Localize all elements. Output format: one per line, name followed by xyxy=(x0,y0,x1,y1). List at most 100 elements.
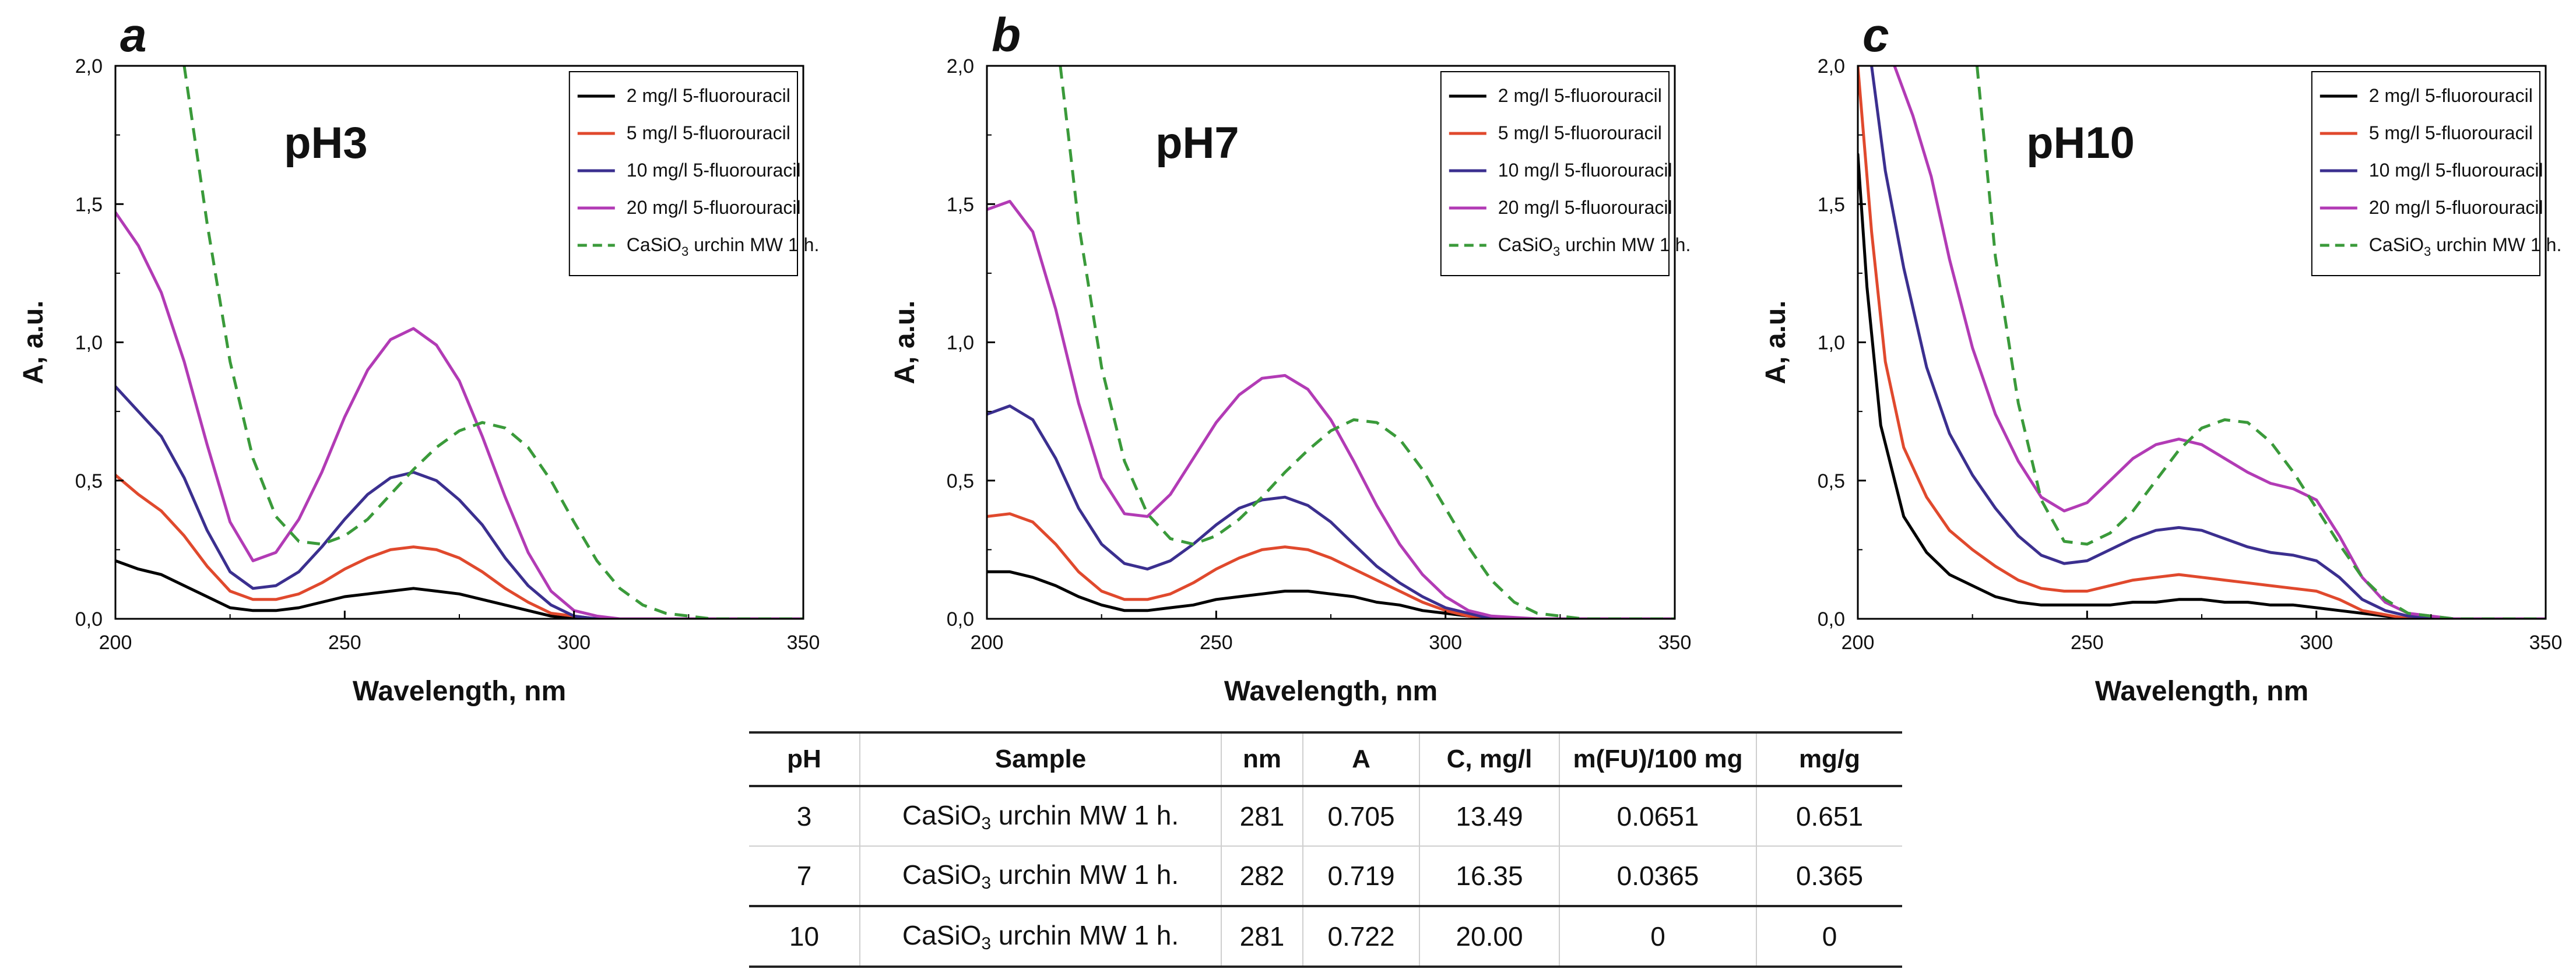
y-axis-title: A, a.u. xyxy=(18,300,49,384)
cell-sample: CaSiO3 urchin MW 1 h. xyxy=(859,906,1221,968)
series-line-1 xyxy=(1858,153,2546,619)
sample-subscript: 3 xyxy=(981,813,992,833)
series-line-2 xyxy=(1858,66,2546,619)
legend-label: CaSiO3 urchin MW 1 h. xyxy=(2369,234,2562,259)
results-table-wrapper: pH Sample nm A C, mg/l m(FU)/100 mg mg/g… xyxy=(749,731,1902,968)
x-tick-label: 200 xyxy=(971,632,1004,654)
cell-nm: 281 xyxy=(1221,786,1303,847)
y-tick-label: 1,5 xyxy=(947,193,974,216)
legend-label: 10 mg/l 5-fluorouracil xyxy=(1498,160,1672,181)
cell-mgg: 0.365 xyxy=(1756,846,1902,907)
y-tick-label: 2,0 xyxy=(1818,55,1845,77)
panel-letter: c xyxy=(1862,9,1889,62)
series-line-2 xyxy=(115,473,803,619)
header-mgg: mg/g xyxy=(1756,731,1902,787)
legend-label: 20 mg/l 5-fluorouracil xyxy=(2369,197,2543,218)
ph-label: pH10 xyxy=(2026,118,2135,168)
series-line-3 xyxy=(987,404,1675,619)
cell-nm: 282 xyxy=(1221,846,1303,907)
sample-text-rest: urchin MW 1 h. xyxy=(991,859,1179,890)
series-line-2 xyxy=(987,512,1675,619)
y-tick-label: 2,0 xyxy=(75,55,103,77)
y-tick-label: 2,0 xyxy=(947,55,974,77)
legend-label: 10 mg/l 5-fluorouracil xyxy=(2369,160,2543,181)
cell-a: 0.705 xyxy=(1302,786,1419,847)
sample-text-rest: urchin MW 1 h. xyxy=(991,919,1179,950)
chart-panel-a: 200 250 300 350 0,0 0,5 1,0 1,5 2,0 Wavelength, n… xyxy=(18,9,820,707)
table-row: 3 CaSiO3 urchin MW 1 h. 281 0.705 13.49 … xyxy=(749,786,1902,847)
cell-ph: 3 xyxy=(749,786,860,847)
panel-letter: b xyxy=(992,9,1021,62)
legend-box xyxy=(568,71,798,276)
sample-text: CaSiO xyxy=(902,799,982,830)
ph-label: pH3 xyxy=(284,118,368,168)
cell-ph: 10 xyxy=(749,906,860,968)
sample-subscript: 3 xyxy=(981,873,992,893)
header-ph: pH xyxy=(749,731,860,787)
cell-mfu: 0 xyxy=(1559,906,1756,968)
series-group xyxy=(1858,66,2546,619)
y-tick-label: 0,5 xyxy=(75,470,103,492)
cell-nm: 281 xyxy=(1221,906,1303,968)
x-axis-title: Wavelength, nm xyxy=(1224,676,1438,707)
legend-label: 20 mg/l 5-fluorouracil xyxy=(1498,197,1672,218)
header-a: A xyxy=(1302,731,1419,787)
series-line-3 xyxy=(1870,66,2546,619)
legend-label: CaSiO3 urchin MW 1 h. xyxy=(1498,234,1691,259)
y-tick-label: 1,5 xyxy=(1818,193,1845,216)
cell-c: 13.49 xyxy=(1419,786,1559,847)
table-row: 7 CaSiO3 urchin MW 1 h. 282 0.719 16.35 … xyxy=(749,846,1902,907)
legend-label: 10 mg/l 5-fluorouracil xyxy=(627,160,801,181)
series-line-4 xyxy=(115,211,803,619)
x-tick-label: 200 xyxy=(1841,632,1875,654)
x-tick-label: 350 xyxy=(787,632,820,654)
cell-a: 0.719 xyxy=(1302,846,1419,907)
cell-mgg: 0.651 xyxy=(1756,786,1902,847)
header-c: C, mg/l xyxy=(1419,731,1559,787)
table-header-row: pH Sample nm A C, mg/l m(FU)/100 mg mg/g xyxy=(749,731,1902,787)
series-line-4 xyxy=(987,200,1675,619)
x-tick-label: 300 xyxy=(2300,632,2333,654)
y-tick-label: 1,0 xyxy=(1818,332,1845,354)
legend-label: 2 mg/l 5-fluorouracil xyxy=(627,85,790,106)
x-tick-label: 350 xyxy=(1658,632,1692,654)
sample-text: CaSiO xyxy=(902,919,982,950)
legend-label: 20 mg/l 5-fluorouracil xyxy=(627,197,801,218)
sample-subscript: 3 xyxy=(981,933,992,953)
x-axis-title: Wavelength, nm xyxy=(353,676,566,707)
cell-c: 16.35 xyxy=(1419,846,1559,907)
y-tick-label: 0,5 xyxy=(947,470,974,492)
header-sample: Sample xyxy=(859,731,1221,787)
sample-text-rest: urchin MW 1 h. xyxy=(991,799,1179,830)
legend-label: 5 mg/l 5-fluorouracil xyxy=(627,122,790,143)
legend-label: 2 mg/l 5-fluorouracil xyxy=(2369,85,2533,106)
x-tick-label: 300 xyxy=(1429,632,1462,654)
cell-ph: 7 xyxy=(749,846,860,907)
x-tick-label: 250 xyxy=(1200,632,1233,654)
x-tick-label: 200 xyxy=(99,632,132,654)
y-tick-label: 0,0 xyxy=(75,608,103,630)
header-mfu: m(FU)/100 mg xyxy=(1559,731,1756,787)
y-tick-label: 0,0 xyxy=(1818,608,1845,630)
series-line-5 xyxy=(1059,66,1675,619)
y-tick-label: 1,0 xyxy=(947,332,974,354)
legend-label: CaSiO3 urchin MW 1 h. xyxy=(627,234,820,259)
cell-mfu: 0.0365 xyxy=(1559,846,1756,907)
x-tick-label: 250 xyxy=(2071,632,2104,654)
legend-label: 5 mg/l 5-fluorouracil xyxy=(2369,122,2533,143)
y-tick-label: 0,5 xyxy=(1818,470,1845,492)
cell-sample: CaSiO3 urchin MW 1 h. xyxy=(859,786,1221,847)
cell-mfu: 0.0651 xyxy=(1559,786,1756,847)
x-tick-label: 350 xyxy=(2529,632,2563,654)
legend-box xyxy=(1440,71,1670,276)
x-tick-label: 300 xyxy=(557,632,591,654)
ph-label: pH7 xyxy=(1155,118,1239,168)
series-line-5 xyxy=(1976,66,2546,619)
cell-a: 0.722 xyxy=(1302,906,1419,968)
y-tick-label: 1,5 xyxy=(75,193,103,216)
y-tick-label: 1,0 xyxy=(75,332,103,354)
cell-sample: CaSiO3 urchin MW 1 h. xyxy=(859,846,1221,907)
table-row: 10 CaSiO3 urchin MW 1 h. 281 0.722 20.00… xyxy=(749,906,1902,968)
sample-text: CaSiO xyxy=(902,859,982,890)
chart-panel-c: 200 250 300 350 0,0 0,5 1,0 1,5 2,0 Wavelength, n… xyxy=(1760,9,2562,707)
